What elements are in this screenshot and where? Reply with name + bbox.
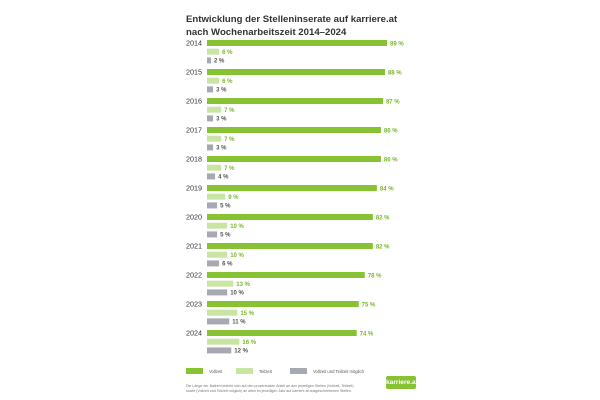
bar-2017-vollzeit-und-teilzeit-m-glich [207,144,214,151]
data-label-2014-teilzeit: 6 % [222,50,233,56]
data-label-2018-vollzeit-und-teilzeit-m-glich: 4 % [218,175,229,181]
bar-2024-vollzeit-und-teilzeit-m-glich [207,347,232,354]
data-label-2023-teilzeit: 15 % [240,311,254,317]
data-label-2024-vollzeit: 74 % [360,331,374,337]
legend-label-vollzeit: Vollzeit [209,368,223,374]
data-label-2019-vollzeit-und-teilzeit-m-glich: 5 % [220,204,231,210]
data-label-2021-teilzeit: 10 % [230,253,244,259]
data-label-2014-vollzeit-und-teilzeit-m-glich: 2 % [214,59,225,65]
bar-2015-vollzeit [207,69,385,75]
legend-item-beides: Vollzeit und Teilzeit möglich [290,368,364,374]
data-label-2021-vollzeit: 82 % [376,244,390,250]
bar-2019-vollzeit [207,185,377,191]
data-label-2016-vollzeit: 87 % [386,99,400,105]
data-label-2016-teilzeit: 7 % [224,108,235,114]
bar-2022-vollzeit [207,272,365,278]
data-label-2019-vollzeit: 84 % [380,186,394,192]
bar-2023-vollzeit-und-teilzeit-m-glich [207,318,230,325]
bar-2015-vollzeit-und-teilzeit-m-glich [207,86,214,93]
data-label-2015-teilzeit: 6 % [222,79,233,85]
bar-2019-vollzeit-und-teilzeit-m-glich [207,202,218,209]
bar-2016-vollzeit [207,98,383,104]
year-label-2020: 2020 [186,212,202,221]
data-label-2022-vollzeit: 78 % [368,273,382,279]
data-label-2016-vollzeit-und-teilzeit-m-glich: 3 % [216,117,227,123]
legend-swatch-vollzeit [186,368,203,374]
data-label-2024-teilzeit: 16 % [242,340,256,346]
data-label-2017-vollzeit-und-teilzeit-m-glich: 3 % [216,146,227,152]
bar-2021-vollzeit-und-teilzeit-m-glich [207,260,220,267]
data-label-2018-teilzeit: 7 % [224,166,235,172]
data-label-2020-teilzeit: 10 % [230,224,244,230]
bar-2014-vollzeit-und-teilzeit-m-glich [207,57,212,64]
bar-2016-teilzeit [207,106,222,113]
year-label-2021: 2021 [186,241,202,250]
bar-2018-teilzeit [207,164,222,171]
bar-2022-vollzeit-und-teilzeit-m-glich [207,289,228,296]
year-label-2017: 2017 [186,125,202,134]
bar-2024-teilzeit [207,338,240,345]
data-label-2024-vollzeit-und-teilzeit-m-glich: 12 % [234,349,248,355]
year-label-2024: 2024 [186,328,202,337]
legend-label-teilzeit: Teilzeit [259,368,272,374]
year-label-2019: 2019 [186,183,202,192]
bar-2022-teilzeit [207,280,234,287]
data-label-2022-vollzeit-und-teilzeit-m-glich: 10 % [230,291,244,297]
bar-2021-vollzeit [207,243,373,249]
footnote: Die Länge der Balken bezieht sich auf de… [186,384,354,393]
data-label-2020-vollzeit-und-teilzeit-m-glich: 5 % [220,233,231,239]
data-label-2019-teilzeit: 9 % [228,195,239,201]
legend-swatch-beides [290,368,307,374]
data-label-2018-vollzeit: 86 % [384,157,398,163]
bar-2019-teilzeit [207,193,226,200]
data-label-2015-vollzeit-und-teilzeit-m-glich: 3 % [216,88,227,94]
data-label-2017-vollzeit: 86 % [384,128,398,134]
chart-title-line-1: Entwicklung der Stelleninserate auf karr… [186,14,398,25]
bar-2021-teilzeit [207,251,228,258]
year-label-2014: 2014 [186,38,202,47]
legend-label-beides: Vollzeit und Teilzeit möglich [313,368,364,374]
chart-title: Entwicklung der Stelleninserate auf karr… [186,13,486,39]
bar-2020-vollzeit [207,214,373,220]
year-label-2016: 2016 [186,96,202,105]
year-label-2015: 2015 [186,67,202,76]
bar-2023-vollzeit [207,301,359,307]
data-label-2021-vollzeit-und-teilzeit-m-glich: 6 % [222,262,233,268]
bar-2018-vollzeit [207,156,381,162]
bar-2023-teilzeit [207,309,238,316]
bar-2017-vollzeit [207,127,381,133]
legend-item-teilzeit: Teilzeit [236,368,272,374]
data-label-2015-vollzeit: 88 % [388,70,402,76]
bar-2015-teilzeit [207,77,220,84]
bar-2017-teilzeit [207,135,222,142]
legend-item-vollzeit: Vollzeit [186,368,222,374]
bar-2014-vollzeit [207,40,387,46]
chart-title-line-2: nach Wochenarbeitszeit 2014–2024 [186,27,347,38]
bar-2018-vollzeit-und-teilzeit-m-glich [207,173,216,180]
data-label-2020-vollzeit: 82 % [376,215,390,221]
bar-2020-teilzeit [207,222,228,229]
karriere-logo: karriere.at [386,376,418,389]
data-label-2023-vollzeit: 75 % [362,302,376,308]
bar-2016-vollzeit-und-teilzeit-m-glich [207,115,214,122]
year-label-2023: 2023 [186,299,202,308]
data-label-2014-vollzeit: 89 % [390,41,404,47]
legend-swatch-teilzeit [236,368,253,374]
bar-2014-teilzeit [207,48,220,55]
data-label-2023-vollzeit-und-teilzeit-m-glich: 11 % [232,320,246,326]
data-label-2022-teilzeit: 13 % [236,282,250,288]
year-label-2022: 2022 [186,270,202,279]
year-label-2018: 2018 [186,154,202,163]
bar-2020-vollzeit-und-teilzeit-m-glich [207,231,218,238]
bar-2024-vollzeit [207,330,357,336]
data-label-2017-teilzeit: 7 % [224,137,235,143]
